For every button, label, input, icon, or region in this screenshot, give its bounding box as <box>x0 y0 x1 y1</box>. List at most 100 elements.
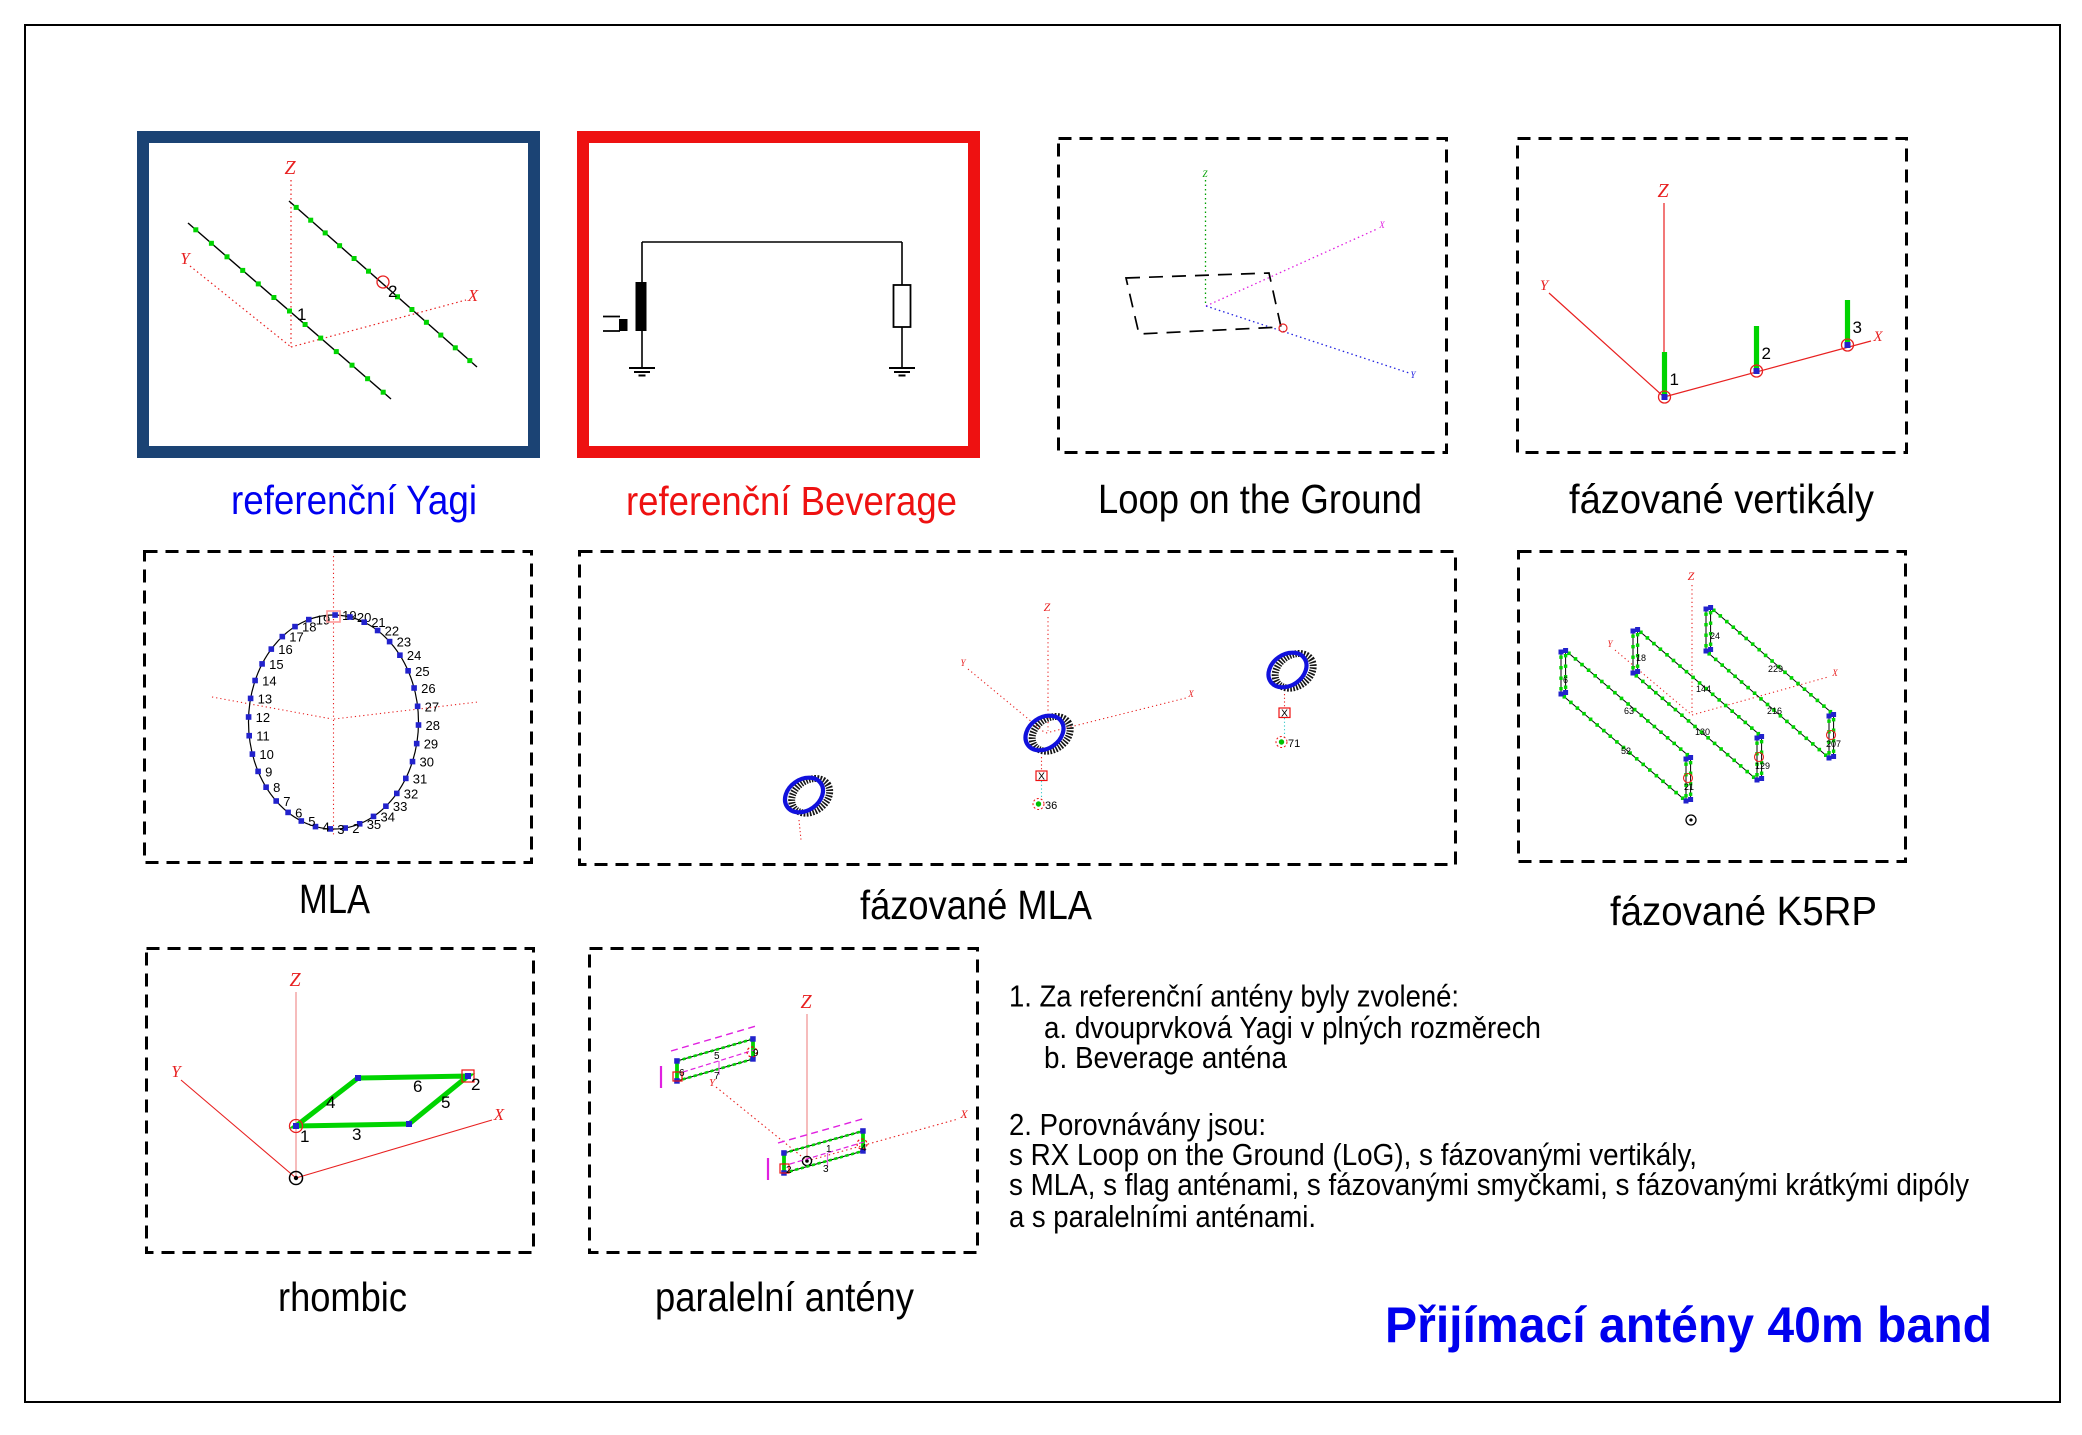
svg-text:129: 129 <box>1755 761 1770 771</box>
svg-text:17: 17 <box>289 630 303 645</box>
svg-text:8: 8 <box>273 780 280 795</box>
svg-text:229: 229 <box>1768 664 1783 674</box>
svg-text:fázované vertikály: fázované vertikály <box>1569 476 1874 522</box>
svg-text:5: 5 <box>441 1093 450 1112</box>
svg-text:1: 1 <box>826 1144 832 1155</box>
svg-text:7: 7 <box>283 794 290 809</box>
svg-text:24: 24 <box>1710 631 1720 641</box>
svg-text:referenční Beverage: referenční Beverage <box>626 478 957 524</box>
svg-text:216: 216 <box>1767 706 1782 716</box>
svg-text:19: 19 <box>316 613 330 628</box>
svg-text:207: 207 <box>1826 739 1841 749</box>
svg-text:6: 6 <box>679 1068 685 1079</box>
svg-text:Y: Y <box>1410 370 1416 380</box>
svg-text:X: X <box>493 1105 505 1124</box>
svg-text:2. Porovnávány jsou:: 2. Porovnávány jsou: <box>1009 1108 1266 1142</box>
svg-text:referenční Yagi: referenční Yagi <box>231 477 477 523</box>
svg-text:Přijímací antény 40m band: Přijímací antény 40m band <box>1385 1297 1992 1353</box>
svg-text:Y: Y <box>1607 639 1613 649</box>
svg-text:2: 2 <box>471 1075 480 1094</box>
svg-text:X: X <box>1872 329 1883 345</box>
svg-text:12: 12 <box>256 710 270 725</box>
svg-text:a. dvouprvková Yagi v plných r: a. dvouprvková Yagi v plných rozměrech <box>1044 1011 1541 1045</box>
svg-text:13: 13 <box>258 691 272 706</box>
svg-text:26: 26 <box>421 681 435 696</box>
svg-text:144: 144 <box>1696 684 1711 694</box>
svg-text:5: 5 <box>308 814 315 829</box>
svg-text:X: X <box>1281 708 1288 720</box>
svg-text:4: 4 <box>326 1093 335 1112</box>
svg-text:24: 24 <box>407 648 421 663</box>
svg-text:10: 10 <box>259 747 273 762</box>
svg-text:25: 25 <box>415 664 429 679</box>
svg-text:Y: Y <box>709 1077 717 1089</box>
svg-text:Z: Z <box>800 991 812 1013</box>
svg-text:Z: Z <box>284 157 296 179</box>
svg-text:4: 4 <box>861 1143 867 1154</box>
svg-text:15: 15 <box>269 657 283 672</box>
svg-text:Z: Z <box>1044 600 1051 614</box>
svg-text:14: 14 <box>262 674 276 689</box>
svg-text:3: 3 <box>337 822 344 837</box>
svg-text:130: 130 <box>1695 727 1710 737</box>
svg-text:2: 2 <box>352 821 359 836</box>
svg-text:X: X <box>467 286 479 305</box>
svg-text:34: 34 <box>381 809 395 824</box>
svg-text:rhombic: rhombic <box>278 1274 407 1320</box>
svg-text:3: 3 <box>823 1164 829 1175</box>
svg-text:3: 3 <box>1853 318 1862 337</box>
svg-text:20: 20 <box>357 610 371 625</box>
svg-text:22: 22 <box>385 624 399 639</box>
svg-text:1: 1 <box>300 1127 309 1146</box>
svg-text:X: X <box>1038 771 1045 783</box>
svg-text:2: 2 <box>1762 344 1771 363</box>
svg-text:18: 18 <box>1636 653 1646 663</box>
svg-text:fázované K5RP: fázované K5RP <box>1610 888 1877 934</box>
svg-text:6: 6 <box>413 1077 422 1096</box>
svg-text:Z: Z <box>1202 169 1208 179</box>
svg-text:32: 32 <box>404 786 418 801</box>
svg-text:63: 63 <box>1624 706 1634 716</box>
svg-text:X: X <box>1378 220 1385 230</box>
svg-text:Y: Y <box>1540 278 1550 294</box>
svg-text:9: 9 <box>265 764 272 779</box>
svg-text:27: 27 <box>425 699 439 714</box>
svg-text:23: 23 <box>397 635 411 650</box>
svg-text:21: 21 <box>371 615 385 630</box>
svg-text:X: X <box>959 1107 968 1121</box>
svg-text:36: 36 <box>1045 800 1057 812</box>
svg-text:paralelní antény: paralelní antény <box>655 1274 914 1320</box>
svg-text:Z: Z <box>1657 180 1669 202</box>
svg-text:Y: Y <box>180 249 191 268</box>
svg-text:Z: Z <box>1688 569 1695 583</box>
svg-text:Y: Y <box>960 658 966 668</box>
svg-text:3: 3 <box>352 1125 361 1144</box>
svg-text:Z: Z <box>289 969 301 991</box>
svg-text:35: 35 <box>367 817 381 832</box>
svg-text:33: 33 <box>393 799 407 814</box>
svg-text:X: X <box>1187 689 1194 699</box>
svg-text:1: 1 <box>297 305 306 324</box>
svg-text:2: 2 <box>786 1165 792 1176</box>
svg-text:28: 28 <box>426 718 440 733</box>
svg-text:5: 5 <box>714 1051 720 1062</box>
svg-text:1: 1 <box>1670 370 1679 389</box>
svg-text:6: 6 <box>295 805 302 820</box>
svg-text:s MLA, s flag anténami, s fázo: s MLA, s flag anténami, s fázovanými smy… <box>1009 1168 1970 1202</box>
svg-text:30: 30 <box>420 755 434 770</box>
svg-text:9: 9 <box>753 1048 759 1059</box>
svg-text:52: 52 <box>1621 746 1631 756</box>
svg-text:6: 6 <box>1563 675 1568 685</box>
svg-text:Y: Y <box>171 1062 182 1081</box>
svg-text:2: 2 <box>388 282 397 301</box>
svg-text:11: 11 <box>256 729 270 744</box>
svg-text:4: 4 <box>323 820 330 835</box>
svg-text:b. Beverage anténa: b. Beverage anténa <box>1044 1041 1287 1075</box>
svg-text:29: 29 <box>424 737 438 752</box>
svg-text:18: 18 <box>302 620 316 635</box>
svg-text:71: 71 <box>1288 738 1300 750</box>
svg-text:21: 21 <box>1684 782 1694 792</box>
svg-text:31: 31 <box>413 771 427 786</box>
svg-text:MLA: MLA <box>299 876 371 922</box>
svg-text:7: 7 <box>714 1071 720 1082</box>
